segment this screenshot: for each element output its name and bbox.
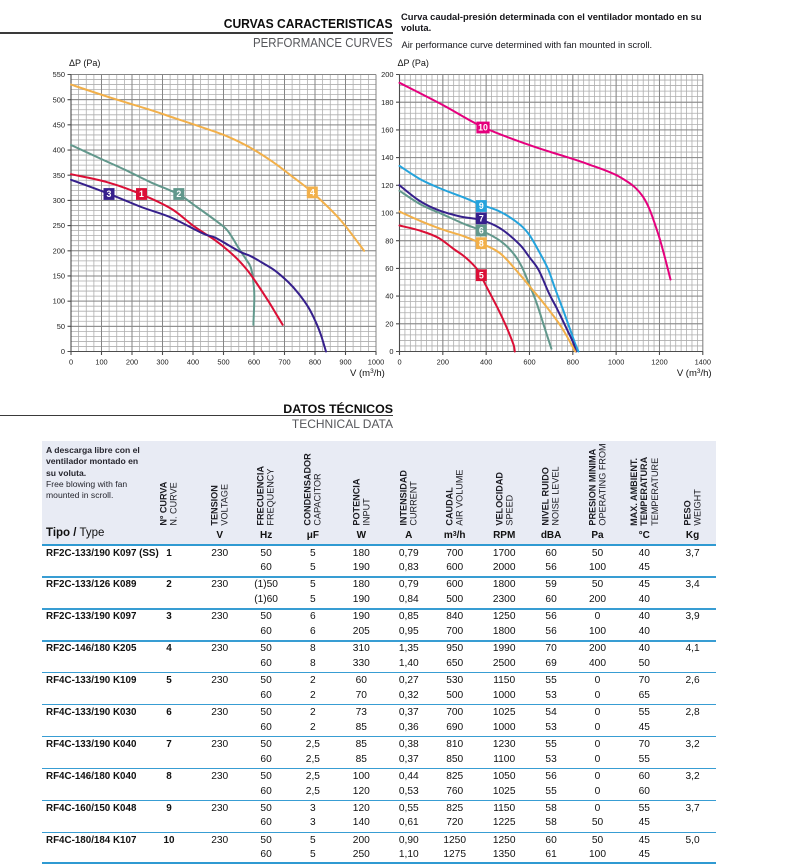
svg-text:140: 140 <box>381 153 393 162</box>
svg-text:400: 400 <box>187 358 199 367</box>
svg-text:100: 100 <box>381 209 393 218</box>
svg-text:300: 300 <box>156 358 168 367</box>
svg-text:100: 100 <box>95 358 107 367</box>
svg-text:0: 0 <box>397 358 401 367</box>
svg-text:80: 80 <box>385 236 393 245</box>
svg-text:20: 20 <box>385 319 393 328</box>
svg-text:700: 700 <box>278 358 290 367</box>
svg-text:1000: 1000 <box>608 358 624 367</box>
svg-text:9: 9 <box>479 201 484 211</box>
svg-text:400: 400 <box>480 358 492 367</box>
svg-text:1: 1 <box>139 189 144 199</box>
svg-text:0: 0 <box>61 347 65 356</box>
svg-text:7: 7 <box>479 213 484 223</box>
svg-text:500: 500 <box>53 95 65 104</box>
svg-text:200: 200 <box>53 246 65 255</box>
svg-text:100: 100 <box>53 297 65 306</box>
svg-text:4: 4 <box>310 188 315 198</box>
svg-text:400: 400 <box>53 146 65 155</box>
svg-text:800: 800 <box>309 358 321 367</box>
svg-text:200: 200 <box>381 70 393 79</box>
svg-text:200: 200 <box>126 358 138 367</box>
svg-text:160: 160 <box>381 126 393 135</box>
svg-text:2: 2 <box>176 189 181 199</box>
svg-text:150: 150 <box>53 272 65 281</box>
svg-text:180: 180 <box>381 98 393 107</box>
svg-text:50: 50 <box>57 322 65 331</box>
svg-text:5: 5 <box>479 270 484 280</box>
svg-text:8: 8 <box>479 238 484 248</box>
svg-text:300: 300 <box>53 196 65 205</box>
svg-text:120: 120 <box>381 181 393 190</box>
svg-text:10: 10 <box>478 123 488 133</box>
svg-text:ΔP (Pa): ΔP (Pa) <box>69 58 100 68</box>
svg-text:V (m3/h): V (m3/h) <box>677 368 712 379</box>
svg-text:6: 6 <box>479 226 484 236</box>
svg-text:ΔP (Pa): ΔP (Pa) <box>398 58 429 68</box>
svg-text:V (m3/h): V (m3/h) <box>350 368 385 379</box>
svg-text:60: 60 <box>385 264 393 273</box>
svg-text:0: 0 <box>389 347 393 356</box>
svg-text:1000: 1000 <box>368 358 384 367</box>
svg-text:1400: 1400 <box>695 358 711 367</box>
svg-text:550: 550 <box>53 70 65 79</box>
svg-text:40: 40 <box>385 292 393 301</box>
svg-text:200: 200 <box>437 358 449 367</box>
svg-text:350: 350 <box>53 171 65 180</box>
svg-text:600: 600 <box>248 358 260 367</box>
svg-text:600: 600 <box>523 358 535 367</box>
svg-text:500: 500 <box>217 358 229 367</box>
svg-text:800: 800 <box>567 358 579 367</box>
svg-text:3: 3 <box>107 189 112 199</box>
svg-text:450: 450 <box>53 121 65 130</box>
svg-text:250: 250 <box>53 221 65 230</box>
svg-text:1200: 1200 <box>651 358 667 367</box>
svg-text:900: 900 <box>339 358 351 367</box>
svg-text:0: 0 <box>69 358 73 367</box>
